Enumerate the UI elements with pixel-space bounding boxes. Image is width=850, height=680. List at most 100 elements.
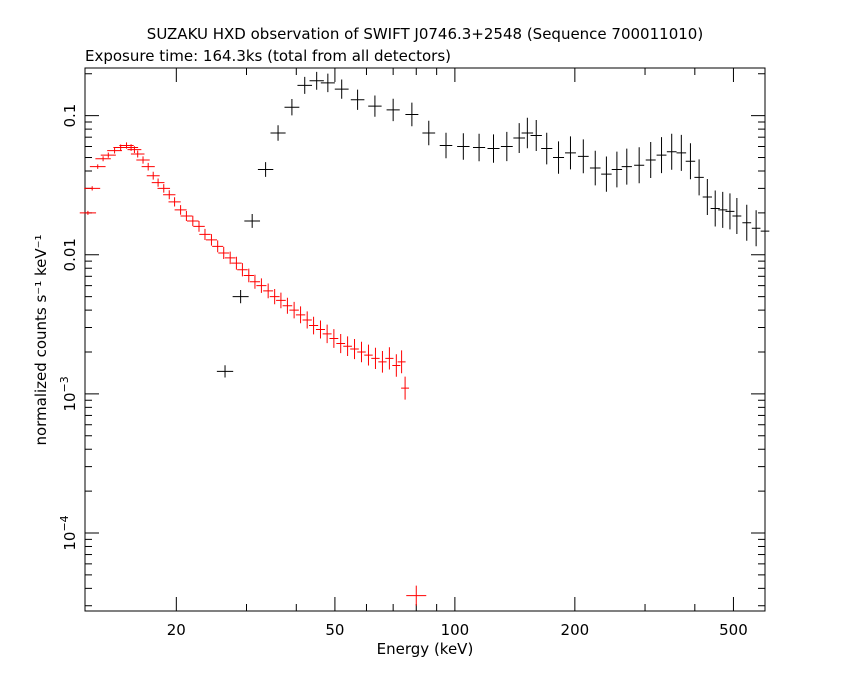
- data-point: [553, 141, 565, 174]
- data-point: [760, 213, 770, 250]
- data-point: [368, 95, 382, 117]
- data-point: [725, 193, 735, 230]
- data-point: [611, 151, 623, 188]
- data-point: [530, 119, 542, 151]
- data-point: [309, 71, 324, 90]
- data-point: [350, 89, 365, 110]
- data-point: [218, 246, 230, 260]
- data-point: [127, 146, 142, 154]
- series-1: [406, 585, 427, 606]
- data-point: [500, 131, 513, 162]
- data-point: [216, 365, 234, 378]
- data-point: [710, 190, 720, 227]
- data-point: [405, 102, 419, 127]
- data-point: [350, 339, 359, 360]
- data-point: [199, 228, 211, 240]
- data-point: [157, 184, 171, 193]
- data-point: [685, 143, 696, 180]
- data-point: [289, 301, 299, 319]
- data-point: [513, 123, 526, 154]
- data-point: [401, 376, 410, 400]
- data-point: [702, 179, 712, 216]
- data-point: [243, 268, 254, 283]
- data-point: [146, 171, 160, 180]
- data-point: [100, 152, 116, 158]
- data-point: [378, 350, 387, 373]
- chart-title: SUZAKU HXD observation of SWIFT J0746.3+…: [147, 25, 703, 43]
- data-point: [329, 329, 339, 348]
- data-point: [343, 336, 352, 357]
- data-point: [577, 139, 589, 174]
- tick-labels: 20 50 100 200 500 0.1 0.01 10−3 10−4: [58, 104, 748, 639]
- data-point: [656, 137, 667, 174]
- data-point: [385, 347, 394, 370]
- data-point: [180, 211, 193, 221]
- data-point: [397, 350, 406, 374]
- data-point: [371, 347, 380, 370]
- data-point: [634, 147, 645, 184]
- x-tick-label: 200: [561, 621, 590, 639]
- data-point: [232, 290, 249, 304]
- y-tick-label: 0.1: [61, 104, 79, 128]
- data-point: [565, 136, 576, 170]
- series-2: [216, 71, 770, 378]
- data-point: [320, 73, 335, 93]
- data-point: [186, 215, 199, 227]
- y-axis-label: normalized counts s⁻¹ keV⁻¹: [32, 234, 50, 445]
- data-point: [256, 278, 267, 293]
- data-point: [406, 585, 427, 606]
- series-0: [79, 142, 410, 400]
- data-point: [439, 132, 453, 159]
- x-axis-label: Energy (keV): [377, 640, 474, 658]
- data-point: [742, 204, 752, 241]
- data-point: [676, 134, 687, 171]
- data-point: [95, 156, 111, 162]
- data-point: [392, 354, 401, 377]
- data-point: [168, 197, 181, 207]
- data-point: [541, 132, 553, 165]
- data-point: [322, 324, 332, 344]
- data-point: [334, 79, 349, 99]
- data-point: [107, 147, 123, 154]
- data-point: [357, 341, 366, 363]
- data-point: [718, 191, 728, 228]
- chart-subtitle: Exposure time: 164.3ks (total from all d…: [85, 47, 451, 65]
- data-point: [89, 164, 106, 169]
- data-point: [130, 150, 145, 158]
- data-point: [386, 98, 400, 122]
- data-point: [174, 205, 187, 215]
- y-tick-label: 10−3: [58, 376, 79, 411]
- data-point: [231, 256, 242, 270]
- data-point: [364, 344, 373, 366]
- y-tick-label: 0.01: [61, 238, 79, 271]
- data-point: [136, 156, 150, 164]
- data-point: [601, 156, 612, 192]
- data-point: [263, 283, 274, 299]
- plot-frame: [84, 67, 766, 612]
- data-point: [487, 134, 500, 163]
- data-point: [315, 320, 326, 339]
- data-point: [284, 99, 300, 116]
- data-point: [141, 162, 155, 171]
- data-point: [589, 150, 601, 186]
- data-point: [621, 148, 632, 185]
- data-point: [694, 159, 704, 196]
- data-point: [297, 76, 313, 94]
- x-tick-label: 100: [441, 621, 470, 639]
- data-point: [666, 133, 677, 170]
- data-point: [244, 214, 261, 228]
- data-point: [457, 133, 470, 160]
- y-tick-label: 10−4: [58, 515, 79, 550]
- data-point: [751, 210, 761, 247]
- data-point: [336, 333, 346, 354]
- data-point: [732, 197, 742, 234]
- series-layer: [79, 71, 770, 606]
- data-point: [163, 190, 176, 200]
- data-point: [205, 234, 218, 246]
- data-point: [249, 274, 261, 289]
- data-point: [270, 125, 286, 141]
- x-tick-label: 500: [719, 621, 748, 639]
- data-point: [269, 289, 280, 305]
